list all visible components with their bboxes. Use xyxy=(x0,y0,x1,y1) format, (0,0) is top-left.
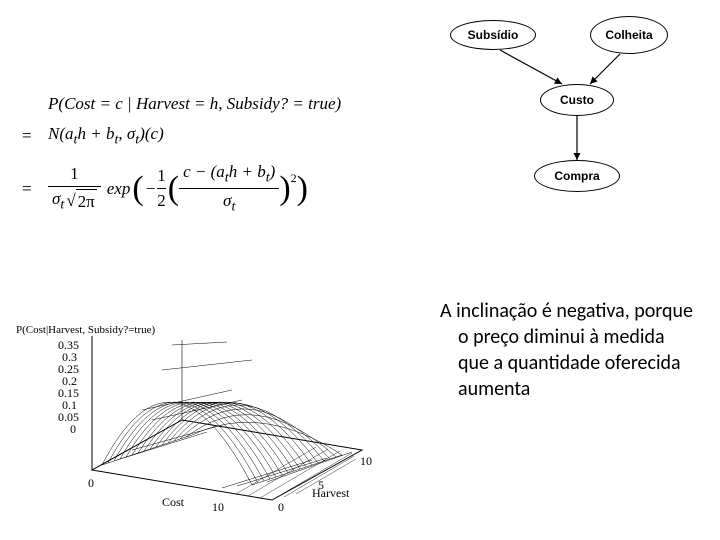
formula-exp-minus: − xyxy=(146,177,156,201)
xtick-2: 10 xyxy=(212,500,224,515)
node-colheita-label: Colheita xyxy=(605,28,652,42)
formula-line3: = 1 σt √ 2π exp ( − 1 2 ( c − (ath + xyxy=(22,160,432,217)
formula-eq2: = xyxy=(22,177,48,201)
formula-inner-den: σt xyxy=(223,189,235,217)
formula-line1: P(Cost = c | Harvest = h, Subsidy? = tru… xyxy=(48,92,432,116)
explanation-text: A inclinação é negativa, porque o preço … xyxy=(440,299,693,401)
node-subsidio-label: Subsídio xyxy=(468,28,519,42)
xtick-0: 0 xyxy=(88,476,94,491)
edge-subsidio-custo xyxy=(500,50,562,84)
node-custo: Custo xyxy=(540,84,614,116)
formula-line2-rhs: N(ath + bt, σt)(c) xyxy=(48,122,164,150)
ytick-2: 10 xyxy=(360,454,372,469)
node-compra: Compra xyxy=(534,160,620,192)
formula-line1-lhs: P(Cost = c | Harvest = h, Subsidy? = tru… xyxy=(48,94,341,113)
formula-frac1: 1 σt √ 2π xyxy=(48,162,101,215)
formula-frac-half: 1 2 xyxy=(157,164,166,213)
surface-svg xyxy=(22,300,392,510)
surface-plot: P(Cost|Harvest, Subsidy?=true) 0.35 0.3 … xyxy=(22,300,392,510)
node-subsidio: Subsídio xyxy=(450,20,536,50)
explanation-paragraph: A inclinação é negativa, porque o preço … xyxy=(440,298,700,402)
xlabel: Cost xyxy=(162,495,184,510)
node-custo-label: Custo xyxy=(560,93,594,107)
formula-inner-power: 2 xyxy=(291,170,297,187)
formula-inner-num: c − (ath + bt) xyxy=(179,160,279,188)
edge-colheita-custo xyxy=(590,54,620,84)
ytick-0: 0 xyxy=(278,500,284,515)
ytick-1: 5 xyxy=(318,478,324,493)
formula-frac1-top: 1 xyxy=(66,162,83,186)
formula-exp-body: ( − 1 2 ( c − (ath + bt) σt ) 2 ) xyxy=(132,160,308,217)
formula-eq1: = xyxy=(22,124,48,148)
formula-inner-frac: c − (ath + bt) σt xyxy=(179,160,279,217)
formula-exp-label: exp xyxy=(107,177,131,201)
node-colheita: Colheita xyxy=(590,16,668,54)
formula-half-top: 1 xyxy=(157,164,166,188)
formula-block: P(Cost = c | Harvest = h, Subsidy? = tru… xyxy=(22,92,432,217)
formula-frac1-bot: σt √ 2π xyxy=(48,187,101,215)
node-compra-label: Compra xyxy=(554,169,599,183)
formula-line2: = N(ath + bt, σt)(c) xyxy=(22,122,432,150)
formula-half-bot: 2 xyxy=(157,189,166,213)
